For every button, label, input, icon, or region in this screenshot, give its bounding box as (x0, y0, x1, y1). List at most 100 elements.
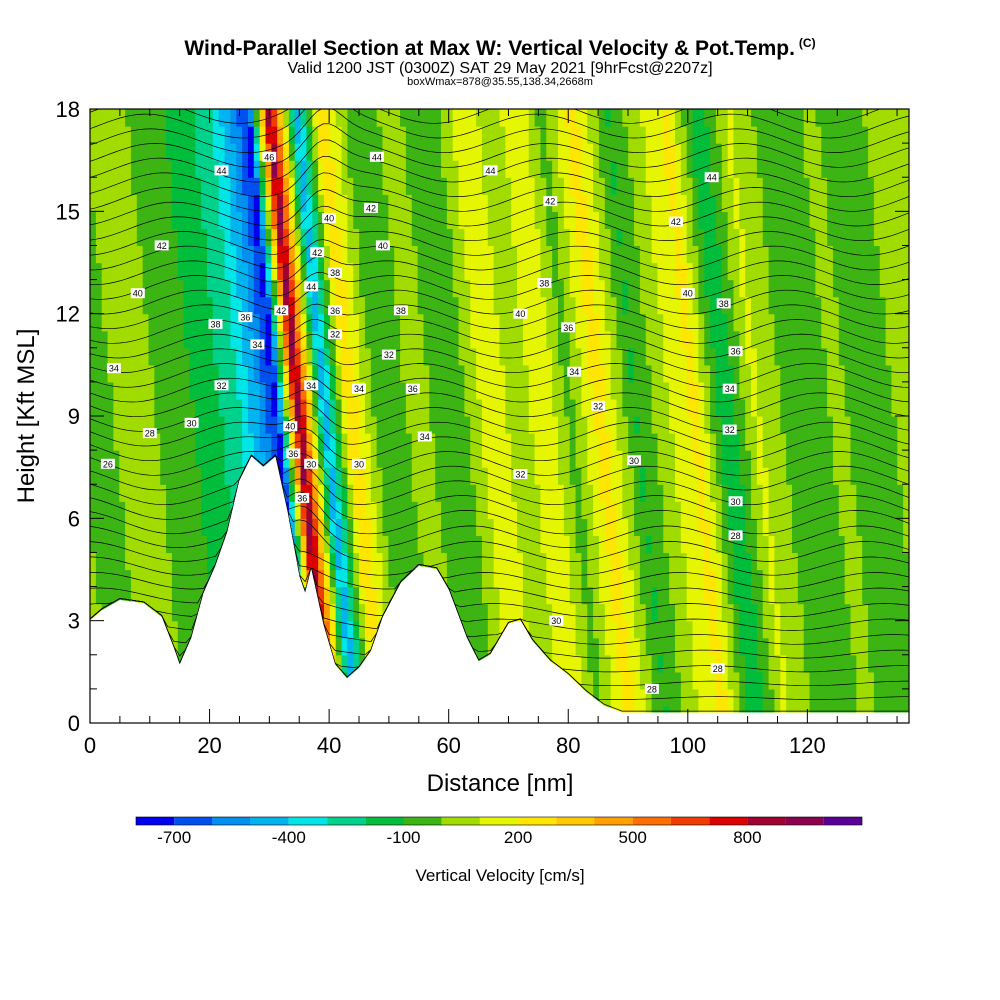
velocity-cell (715, 245, 723, 264)
velocity-cell (721, 228, 729, 247)
velocity-cell (212, 262, 220, 281)
velocity-cell (359, 194, 366, 212)
velocity-cell (283, 245, 290, 264)
velocity-cell (558, 398, 565, 417)
velocity-cell (324, 518, 331, 536)
velocity-cell (546, 160, 553, 178)
velocity-cell (587, 484, 594, 502)
velocity-cell (417, 279, 425, 298)
velocity-cell (756, 262, 764, 281)
velocity-cell (136, 381, 144, 400)
velocity-cell (838, 398, 846, 417)
velocity-cell (376, 177, 384, 195)
velocity-cell (353, 296, 360, 315)
velocity-cell (558, 177, 565, 195)
velocity-cell (259, 279, 267, 298)
velocity-cell (733, 381, 740, 400)
velocity-cell (493, 620, 501, 639)
velocity-cell (142, 381, 150, 400)
velocity-cell (446, 484, 454, 502)
velocity-cell (540, 177, 547, 195)
velocity-cell (651, 262, 659, 281)
velocity-cell (487, 211, 495, 229)
velocity-cell (522, 603, 530, 622)
velocity-cell (101, 433, 109, 451)
velocity-cell (879, 228, 887, 247)
velocity-cell (868, 143, 875, 161)
velocity-cell (335, 364, 343, 383)
velocity-cell (224, 296, 231, 315)
velocity-cell (675, 245, 682, 264)
velocity-cell (604, 160, 612, 178)
velocity-cell (698, 160, 705, 178)
velocity-cell (405, 211, 413, 229)
velocity-cell (739, 654, 746, 673)
velocity-cell (183, 484, 191, 502)
velocity-cell (429, 330, 436, 349)
velocity-cell (411, 484, 419, 502)
velocity-cell (324, 484, 331, 502)
velocity-cell (593, 671, 600, 690)
velocity-cell (417, 552, 425, 571)
velocity-cell (446, 416, 454, 434)
velocity-cell (733, 245, 740, 264)
velocity-cell (645, 586, 653, 605)
velocity-cell (517, 330, 524, 349)
velocity-cell (569, 126, 577, 144)
velocity-cell (762, 501, 770, 519)
velocity-cell (745, 450, 752, 468)
velocity-cell (318, 126, 325, 144)
velocity-cell (522, 160, 530, 178)
velocity-cell (476, 484, 483, 502)
velocity-cell (435, 194, 442, 212)
velocity-cell (534, 433, 542, 451)
velocity-cell (394, 228, 401, 247)
velocity-cell (581, 313, 588, 332)
velocity-cell (546, 416, 553, 434)
velocity-cell (645, 262, 653, 281)
velocity-cell (903, 194, 909, 212)
velocity-cell (844, 143, 852, 161)
velocity-cell (669, 484, 676, 502)
velocity-cell (669, 296, 676, 315)
velocity-cell (265, 211, 272, 229)
velocity-cell (171, 347, 179, 366)
velocity-cell (645, 637, 653, 656)
velocity-cell (634, 143, 641, 161)
velocity-cell (154, 450, 161, 468)
velocity-cell (259, 381, 267, 400)
velocity-cell (680, 501, 688, 519)
velocity-cell (283, 177, 290, 195)
velocity-cell (119, 569, 126, 588)
velocity-cell (569, 398, 577, 417)
velocity-cell (207, 194, 214, 212)
velocity-cell (727, 211, 735, 229)
velocity-cell (546, 586, 553, 605)
velocity-cell (768, 211, 776, 229)
velocity-cell (563, 364, 571, 383)
velocity-cell (558, 620, 565, 639)
velocity-cell (692, 688, 699, 707)
velocity-cell (563, 126, 571, 144)
velocity-cell (558, 518, 565, 536)
velocity-cell (125, 262, 132, 281)
velocity-cell (868, 279, 875, 298)
velocity-cell (868, 416, 875, 434)
velocity-cell (821, 228, 828, 247)
velocity-cell (873, 211, 881, 229)
velocity-cell (803, 586, 811, 605)
velocity-cell (329, 398, 337, 417)
velocity-cell (675, 381, 682, 400)
velocity-cell (353, 535, 360, 554)
velocity-cell (470, 603, 477, 622)
velocity-cell (107, 552, 114, 571)
velocity-cell (107, 364, 114, 383)
velocity-cell (417, 313, 425, 332)
velocity-cell (130, 143, 138, 161)
velocity-cell (160, 416, 167, 434)
velocity-cell (587, 381, 594, 400)
velocity-cell (780, 177, 787, 195)
velocity-cell (622, 484, 629, 502)
velocity-cell (417, 381, 425, 400)
velocity-cell (651, 347, 659, 366)
